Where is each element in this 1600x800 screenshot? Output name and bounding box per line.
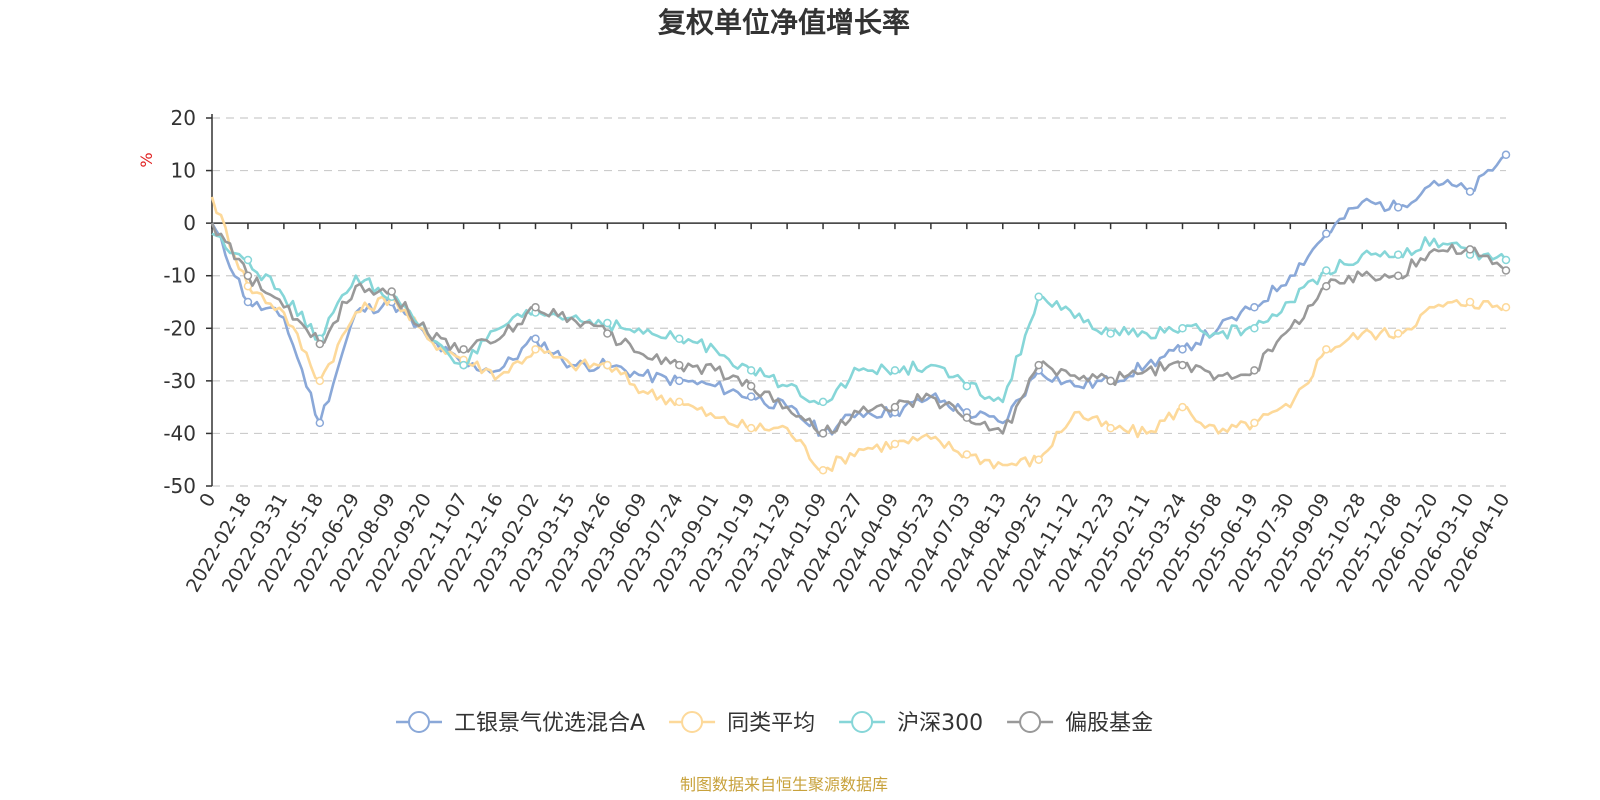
axis-layer: 20100-10-20-30-40-5002022-02-182022-03-3… (163, 106, 1514, 596)
data-point (531, 334, 540, 344)
data-point (1393, 329, 1403, 338)
data-point (1106, 376, 1115, 386)
data-point (675, 360, 684, 370)
y-tick-label: 0 (183, 211, 196, 235)
data-point (675, 376, 684, 386)
y-tick-label: 20 (171, 106, 196, 130)
data-point (531, 345, 540, 354)
y-tick-label: -20 (163, 316, 196, 340)
data-point (1465, 187, 1475, 196)
data-point (603, 318, 612, 328)
legend-label[interactable]: 沪深300 (897, 711, 983, 736)
data-point (1106, 329, 1115, 338)
data-point (315, 339, 325, 349)
y-tick-label: 10 (171, 159, 196, 183)
data-point (962, 381, 972, 391)
data-point (243, 297, 253, 307)
data-point (1106, 423, 1115, 433)
data-point (315, 418, 325, 428)
data-point (1501, 266, 1511, 275)
data-point (746, 392, 756, 401)
data-point (890, 402, 900, 412)
data-point (531, 303, 540, 312)
legend[interactable]: 工银景气优选混合A 同类平均 沪深300 偏股基金 (396, 711, 1153, 736)
legend-marker-icon[interactable] (681, 711, 704, 733)
legend-label[interactable]: 同类平均 (727, 711, 815, 736)
y-tick-label: -10 (163, 264, 196, 288)
source-note: 制图数据来自恒生聚源数据库 (680, 775, 888, 794)
data-point (1322, 281, 1331, 291)
data-point (746, 423, 756, 433)
data-point (459, 345, 468, 354)
data-point (1250, 418, 1259, 428)
legend-label[interactable]: 偏股基金 (1065, 711, 1153, 736)
y-tick-label: -40 (163, 421, 196, 445)
legend-label[interactable]: 工银景气优选混合A (454, 711, 645, 736)
series-line (210, 196, 1507, 472)
data-point (1034, 455, 1043, 464)
data-point (1178, 324, 1187, 333)
data-point (387, 287, 396, 296)
data-point (1322, 266, 1331, 275)
data-point (1501, 255, 1511, 265)
data-point (1501, 303, 1511, 312)
data-point (675, 397, 684, 407)
data-point (459, 360, 468, 370)
data-point (1465, 245, 1475, 254)
data-point (315, 376, 325, 386)
data-point (1178, 402, 1187, 412)
data-point (1178, 345, 1187, 354)
data-point (962, 450, 972, 459)
data-point (818, 397, 828, 407)
y-axis-unit: % (137, 152, 156, 167)
data-point (890, 366, 900, 375)
data-point (1034, 360, 1043, 370)
series-line (210, 222, 1507, 435)
data-point (1501, 150, 1511, 160)
series-line (210, 153, 1507, 437)
data-point (1250, 303, 1259, 312)
legend-marker-icon[interactable] (851, 711, 874, 733)
y-tick-label: -30 (163, 369, 196, 393)
y-tick-label: -50 (163, 474, 196, 498)
data-point (1393, 250, 1403, 259)
data-point (243, 271, 253, 280)
data-point (603, 360, 612, 370)
data-point (746, 381, 756, 391)
data-point (675, 334, 684, 344)
data-point (1250, 324, 1259, 333)
data-point (1178, 360, 1187, 370)
data-point (818, 429, 828, 438)
data-point (1393, 271, 1403, 280)
data-point (1322, 345, 1331, 354)
data-point (1250, 366, 1259, 375)
data-point (890, 439, 900, 449)
data-point (243, 255, 253, 265)
data-point (1393, 203, 1403, 212)
data-point (603, 329, 612, 338)
grid-layer (212, 117, 1506, 487)
chart-title: 复权单位净值增长率 (658, 6, 910, 39)
data-point (1465, 297, 1475, 307)
series-layer (210, 150, 1511, 475)
data-point (1034, 292, 1043, 301)
legend-marker-icon[interactable] (408, 711, 430, 733)
x-tick-label: 0 (195, 490, 220, 511)
data-point (1322, 229, 1331, 238)
data-point (818, 465, 828, 475)
data-point (746, 366, 756, 375)
legend-marker-icon[interactable] (1019, 711, 1042, 733)
data-point (962, 413, 972, 422)
